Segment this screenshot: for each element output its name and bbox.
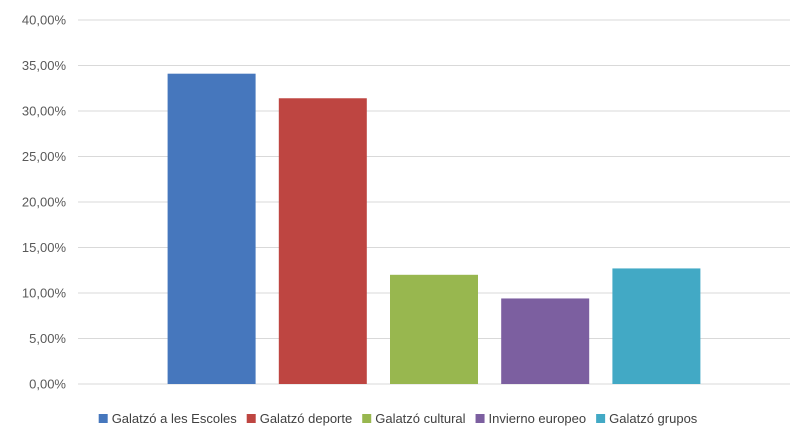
bars [167, 73, 701, 384]
y-tick-label: 35,00% [22, 58, 67, 73]
bar [612, 268, 701, 384]
legend-swatch [596, 414, 606, 423]
legend-item: Galatzó grupos [596, 411, 698, 426]
legend-label: Galatzó cultural [375, 411, 465, 426]
y-tick-label: 5,00% [29, 331, 66, 346]
bar [167, 73, 256, 384]
bar [390, 274, 478, 384]
legend-item: Galatzó cultural [362, 411, 466, 426]
legend-item: Galatzó deporte [246, 411, 353, 426]
y-tick-label: 0,00% [29, 377, 66, 392]
legend-item: Invierno europeo [475, 411, 587, 426]
legend-label: Invierno europeo [489, 411, 587, 426]
legend-swatch [362, 414, 372, 423]
legend-label: Galatzó grupos [609, 411, 698, 426]
y-tick-label: 25,00% [22, 149, 67, 164]
legend-swatch [475, 414, 485, 423]
y-tick-label: 30,00% [22, 104, 67, 119]
bar [278, 98, 367, 384]
y-tick-label: 10,00% [22, 286, 67, 301]
legend: Galatzó a les Escoles Galatzó deporte Gala… [98, 411, 698, 426]
legend-swatch [246, 414, 256, 423]
legend-swatch [98, 414, 108, 423]
y-tick-label: 40,00% [22, 13, 67, 28]
y-tick-label: 15,00% [22, 240, 67, 255]
legend-item: Galatzó a les Escoles [98, 411, 238, 426]
y-axis-tick-labels: 0,00% 5,00% 10,00% 15,00% 20,00% 25,00% 30,00%… [22, 13, 67, 392]
bar [501, 298, 590, 384]
y-tick-label: 20,00% [22, 195, 67, 210]
legend-label: Galatzó deporte [260, 411, 353, 426]
legend-label: Galatzó a les Escoles [112, 411, 238, 426]
